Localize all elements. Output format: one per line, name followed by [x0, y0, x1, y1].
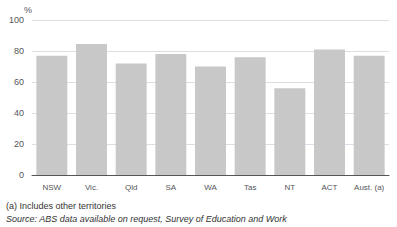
svg-text:(a) Includes other territories: (a) Includes other territories	[6, 201, 117, 211]
svg-text:100: 100	[9, 15, 24, 25]
svg-text:WA: WA	[204, 183, 217, 192]
svg-text:20: 20	[14, 139, 24, 149]
svg-text:80: 80	[14, 46, 24, 56]
svg-text:ACT: ACT	[322, 183, 338, 192]
svg-text:NSW: NSW	[42, 183, 61, 192]
svg-text:SA: SA	[165, 183, 176, 192]
svg-text:0: 0	[19, 170, 24, 180]
svg-text:Source: ABS data available on: Source: ABS data available on request, S…	[6, 214, 287, 224]
svg-text:40: 40	[14, 108, 24, 118]
svg-text:Vic.: Vic.	[85, 183, 98, 192]
svg-text:Qld: Qld	[125, 183, 137, 192]
svg-text:NT: NT	[284, 183, 295, 192]
svg-text:Aust. (a): Aust. (a)	[354, 183, 385, 192]
svg-text:Tas: Tas	[244, 183, 256, 192]
svg-text:%: %	[24, 5, 32, 15]
svg-text:60: 60	[14, 77, 24, 87]
